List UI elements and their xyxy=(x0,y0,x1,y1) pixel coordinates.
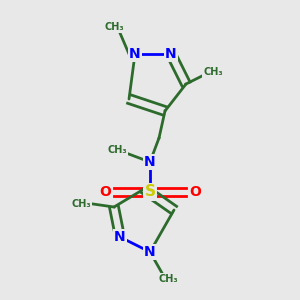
Text: S: S xyxy=(145,184,155,200)
Text: N: N xyxy=(165,47,177,61)
Text: N: N xyxy=(129,47,141,61)
Text: N: N xyxy=(144,245,156,259)
Text: CH₃: CH₃ xyxy=(203,67,223,77)
Text: CH₃: CH₃ xyxy=(158,274,178,284)
Text: CH₃: CH₃ xyxy=(104,22,124,32)
Text: CH₃: CH₃ xyxy=(107,145,127,155)
Text: O: O xyxy=(99,185,111,199)
Text: N: N xyxy=(114,230,126,244)
Text: N: N xyxy=(144,155,156,169)
Text: CH₃: CH₃ xyxy=(71,199,91,209)
Text: O: O xyxy=(189,185,201,199)
